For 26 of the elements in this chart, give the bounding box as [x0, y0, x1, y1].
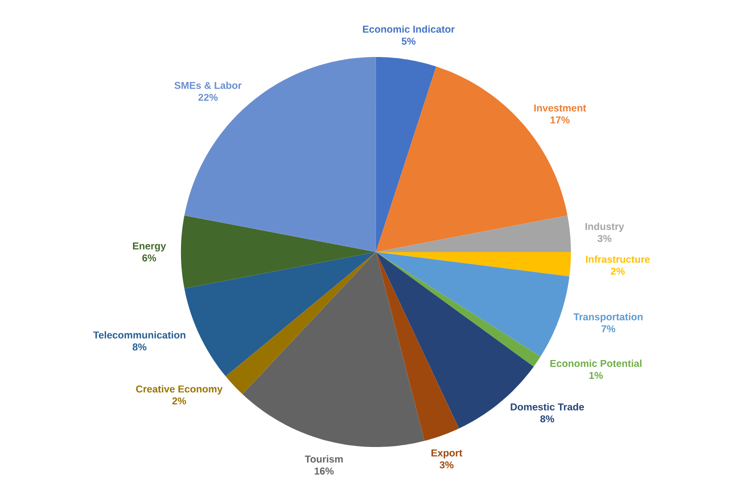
slice-label: Economic Potential	[550, 360, 642, 367]
slice-label: Energy	[132, 242, 166, 252]
data-label: 22%	[198, 94, 218, 101]
data-label: 2%	[172, 397, 186, 404]
data-label: 16%	[314, 468, 334, 475]
slice-label: Export	[431, 450, 462, 458]
data-label: 7%	[602, 325, 616, 332]
slice-label: Domestic Trade	[510, 403, 584, 410]
slice-label: Tourism	[304, 455, 343, 463]
slice-label: Infrastructure	[586, 255, 650, 263]
slice-label: Economic Indicator	[363, 25, 455, 33]
slice-label: Transportation	[574, 313, 643, 322]
data-label: 8%	[540, 415, 554, 422]
data-label: 3%	[598, 234, 612, 242]
slice-label: Industry	[586, 222, 624, 232]
data-label: 17%	[550, 116, 570, 124]
slice-label: Creative Economy	[136, 385, 223, 394]
data-label: 3%	[440, 461, 454, 468]
data-label: 2%	[610, 268, 625, 275]
slice-label: SMEs & Labor	[174, 82, 242, 89]
data-label: 1%	[589, 372, 603, 379]
data-label: 5%	[402, 38, 416, 45]
data-label: 8%	[132, 343, 146, 350]
slice-label: Telecommunication	[93, 331, 186, 339]
data-label: 6%	[142, 254, 156, 262]
slice-label: Investment	[534, 104, 586, 112]
